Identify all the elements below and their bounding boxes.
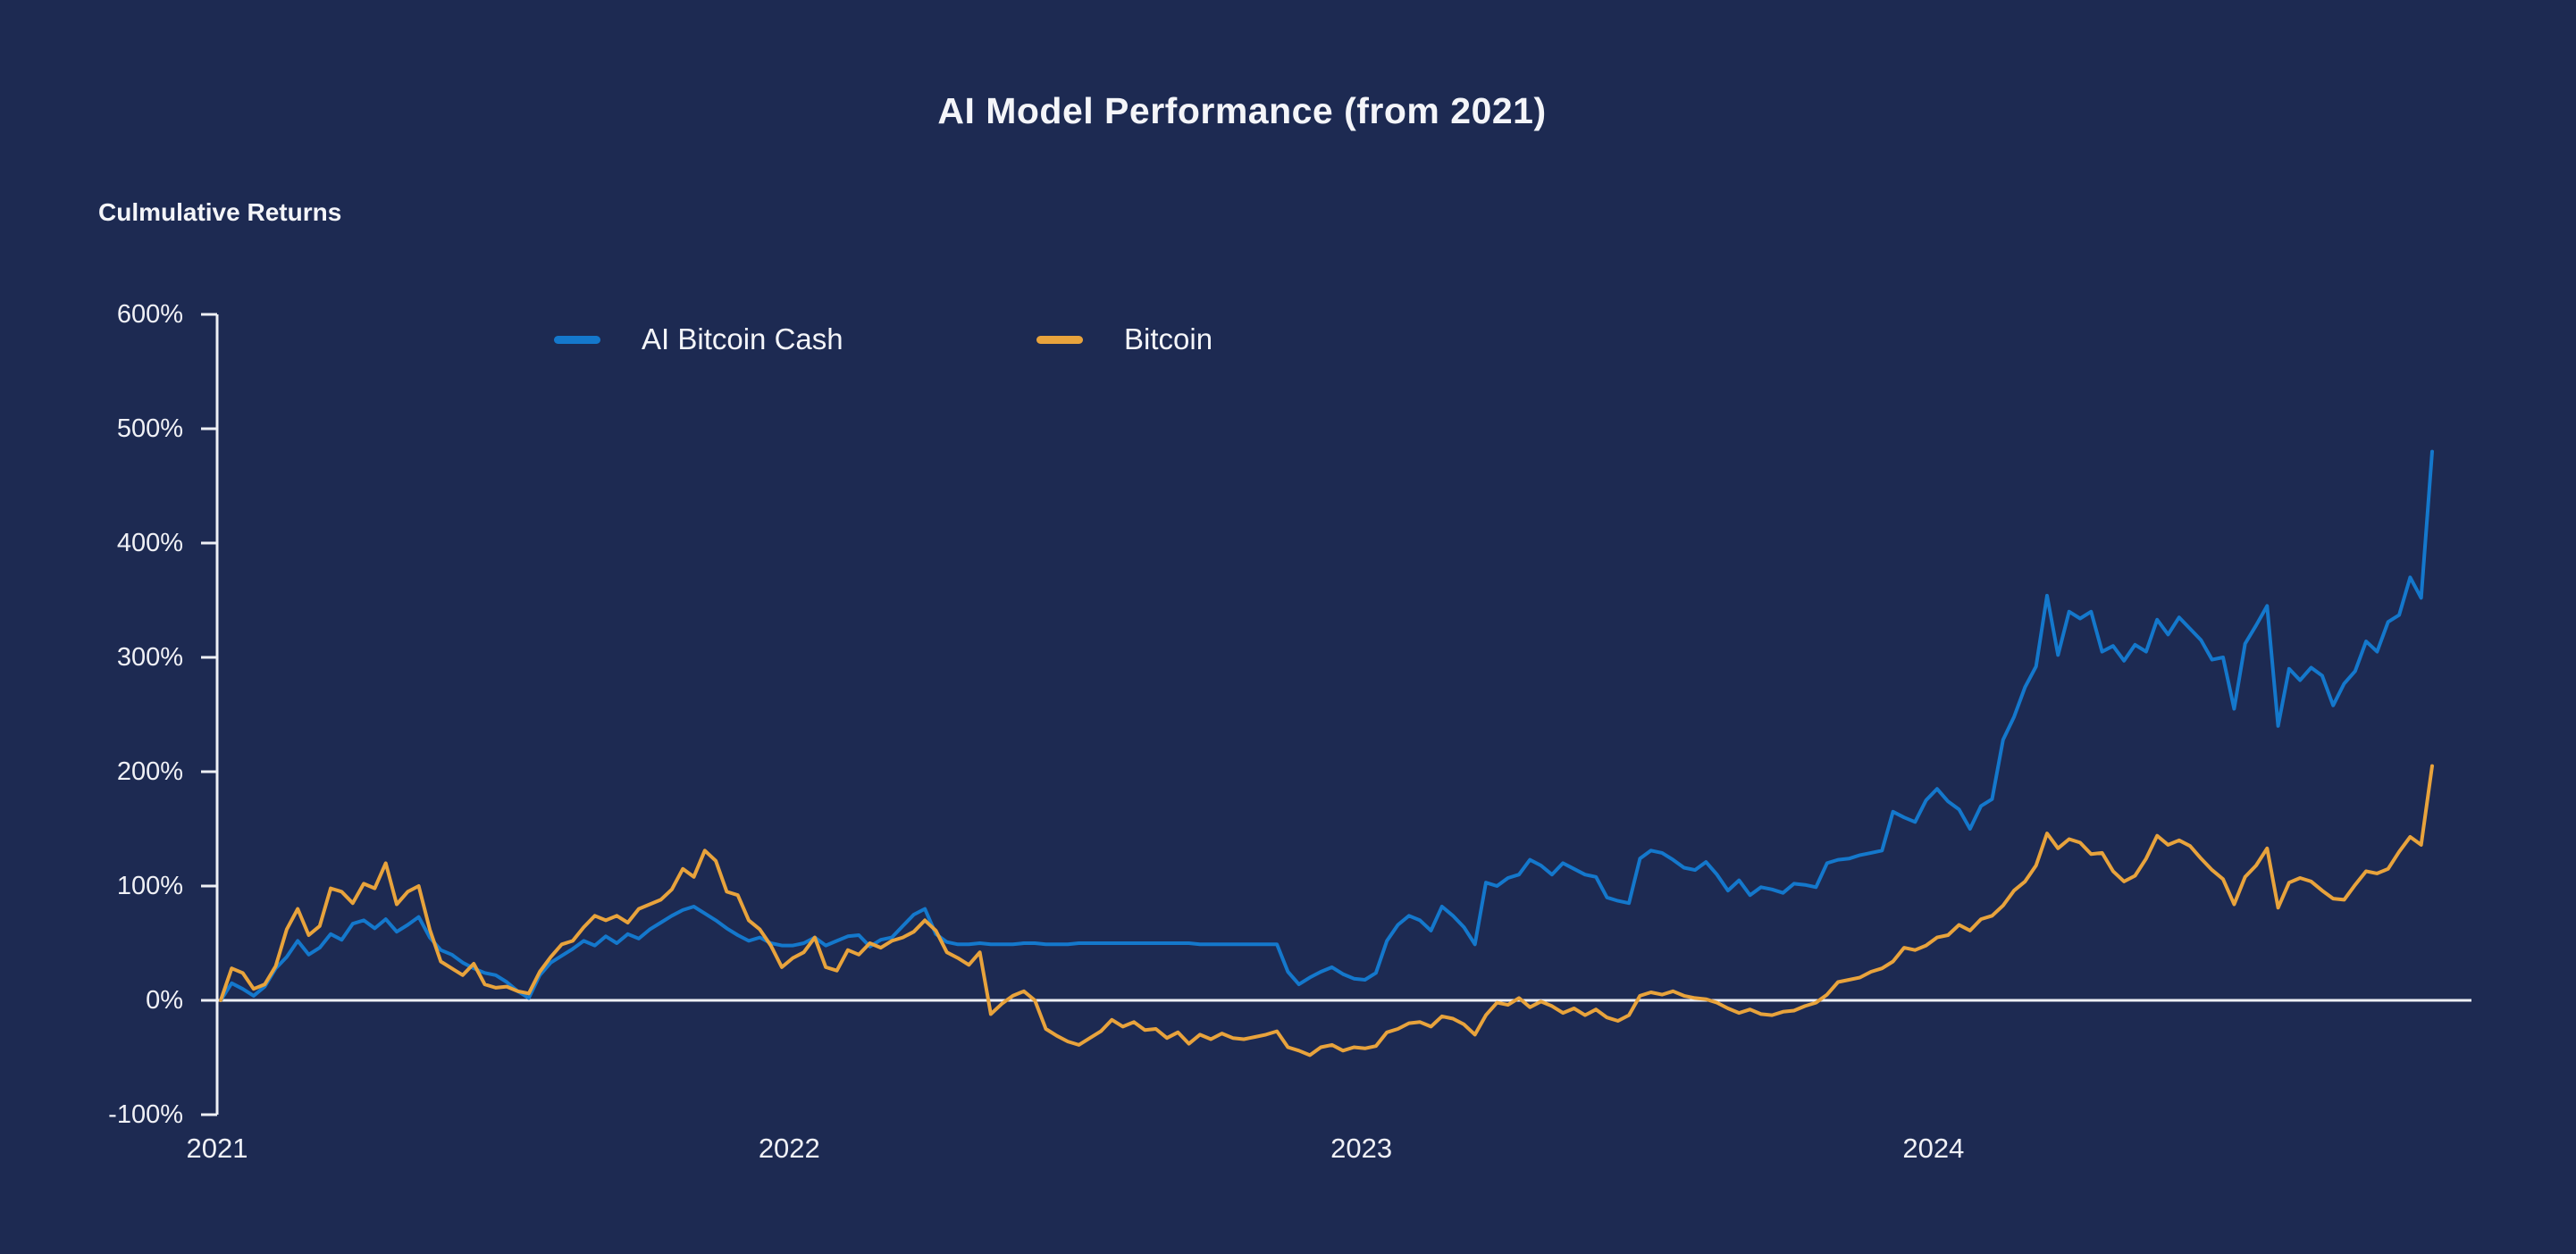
x-tick-label: 2022 [758,1133,820,1164]
legend-label: Bitcoin [1124,322,1213,355]
x-tick-label: 2024 [1902,1133,1965,1164]
y-tick-label: 300% [116,643,183,672]
series-line-bitcoin [219,764,2434,1058]
x-tick-label: 2023 [1330,1133,1393,1164]
x-tick-label: 2021 [186,1133,248,1164]
legend-item-ai-bitcoin-cash[interactable]: AI Bitcoin Cash [554,322,843,357]
legend-label: AI Bitcoin Cash [642,322,843,355]
series-line-ai-bitcoin-cash [219,449,2434,1002]
y-tick-label: 400% [116,529,183,557]
y-tick-label: 0% [146,986,183,1015]
legend-item-bitcoin[interactable]: Bitcoin [1036,322,1212,357]
y-tick-label: 500% [116,414,183,443]
chart-title: AI Model Performance (from 2021) [937,90,1547,131]
y-tick-label: 200% [116,757,183,786]
legend-swatch [1036,335,1083,344]
y-axis-title: Culmulative Returns [98,198,342,226]
y-tick-label: 600% [116,300,183,329]
legend-swatch [554,335,600,344]
y-tick-label: 100% [116,872,183,900]
y-tick-label: -100% [108,1100,183,1129]
